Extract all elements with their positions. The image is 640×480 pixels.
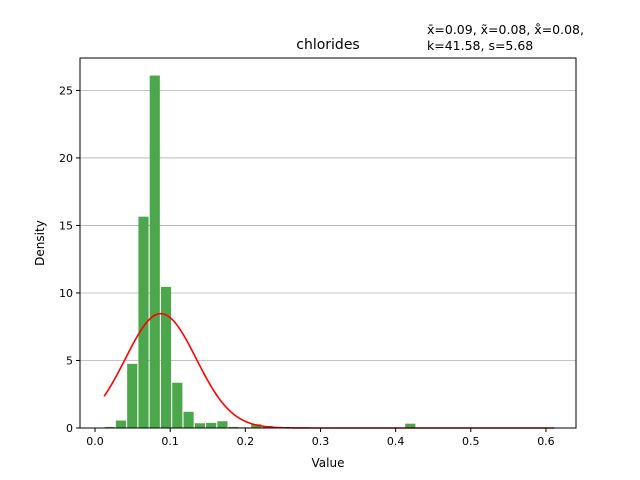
histogram-bar-3 <box>138 216 149 428</box>
histogram-bar-11 <box>228 426 239 428</box>
histogram-bar-7 <box>183 411 194 428</box>
histogram-bar-9 <box>206 422 217 428</box>
histogram-bar-26 <box>405 423 416 428</box>
x-axis-ticks: 0.0 0.1 0.2 0.3 0.4 0.5 0.6 <box>86 428 555 448</box>
stats-annotation-line-2: k=41.58, s=5.68 <box>427 38 533 53</box>
y-tick-label-3: 15 <box>59 219 73 232</box>
y-axis-ticks: 0 5 10 15 20 25 <box>59 84 80 435</box>
x-tick-label-1: 0.1 <box>161 435 179 448</box>
x-axis-label: Value <box>312 456 345 470</box>
plot-frame <box>79 57 577 429</box>
histogram-bar-5 <box>160 286 172 428</box>
x-tick-label-6: 0.6 <box>537 435 555 448</box>
y-tick-label-4: 20 <box>59 152 73 165</box>
histogram-bar-4 <box>149 75 160 428</box>
histogram-bar-0 <box>104 426 115 428</box>
chart-title: chlorides <box>296 37 359 53</box>
histogram-bars <box>104 75 555 428</box>
x-tick-label-0: 0.0 <box>86 435 104 448</box>
histogram-bar-8 <box>194 423 205 428</box>
histogram-bar-2 <box>127 363 138 428</box>
x-tick-label-4: 0.4 <box>387 435 405 448</box>
y-tick-label-1: 5 <box>66 354 73 367</box>
x-tick-label-2: 0.2 <box>237 435 255 448</box>
histogram-bar-1 <box>115 420 127 428</box>
x-tick-label-5: 0.5 <box>462 435 480 448</box>
stats-annotation-line-1: x̄=0.09, x̃=0.08, x̊=0.08, <box>427 22 584 37</box>
histogram-bar-13 <box>251 424 262 428</box>
y-tick-label-0: 0 <box>66 422 73 435</box>
y-axis-label: Density <box>33 220 47 266</box>
normal-curve <box>103 312 555 429</box>
y-tick-label-2: 10 <box>59 287 73 300</box>
y-tick-label-5: 25 <box>59 84 73 97</box>
x-tick-label-3: 0.3 <box>312 435 330 448</box>
histogram-bar-6 <box>172 382 183 428</box>
histogram-bar-10 <box>217 421 228 428</box>
